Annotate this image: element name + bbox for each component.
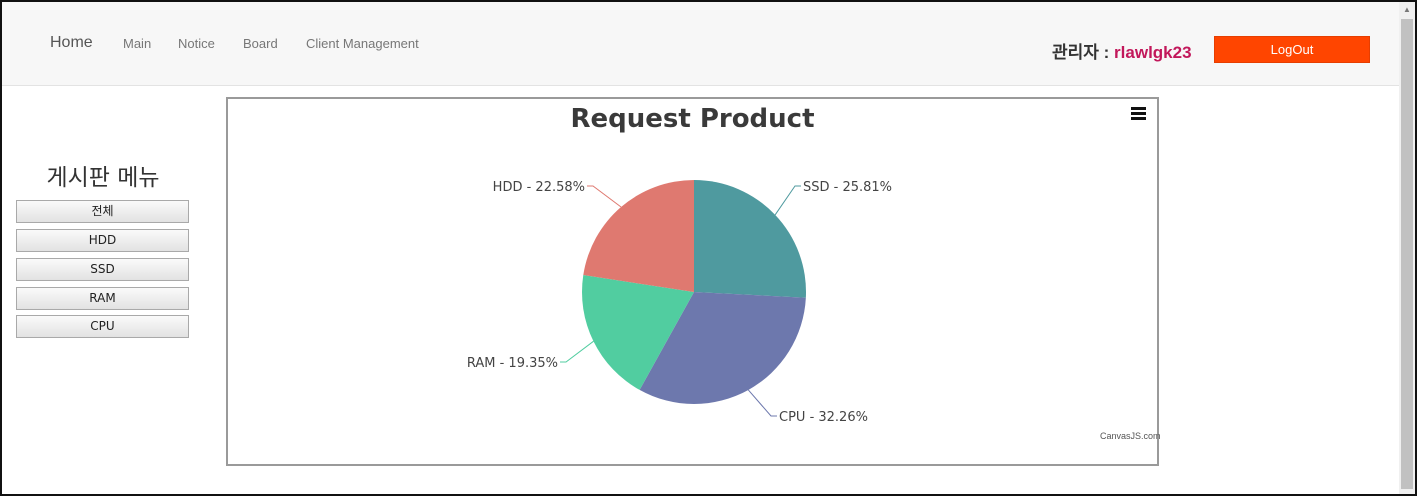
logout-button[interactable]: LogOut xyxy=(1214,36,1370,63)
sidebar-button-ram[interactable]: RAM xyxy=(16,287,189,310)
hamburger-menu-icon[interactable] xyxy=(1131,107,1147,121)
sidebar-title: 게시판 메뉴 xyxy=(46,165,160,191)
pie-slice-hdd[interactable] xyxy=(583,180,694,292)
pie-connector-cpu xyxy=(747,389,777,417)
pie-chart: SSD - 25.81% CPU - 32.26% RAM - 19.35% HDD … xyxy=(467,180,892,425)
pie-label-ram: RAM - 19.35% xyxy=(467,356,558,371)
nav-main-link[interactable]: Main xyxy=(123,36,152,51)
sidebar-button-ssd[interactable]: SSD xyxy=(16,258,189,281)
chart-title: Request Product xyxy=(570,104,815,134)
navbar: Home Main Notice Board Client Management… xyxy=(2,2,1399,86)
pie-connector-hdd xyxy=(587,185,622,208)
scroll-up-arrow-icon[interactable]: ▲ xyxy=(1403,5,1411,14)
pie-label-cpu: CPU - 32.26% xyxy=(779,410,868,425)
role-label: 관리자 : xyxy=(1052,43,1110,62)
pie-label-ssd: SSD - 25.81% xyxy=(803,180,892,195)
sidebar-button-cpu[interactable]: CPU xyxy=(16,315,189,338)
sidebar-button-hdd[interactable]: HDD xyxy=(16,229,189,252)
nav-board-link[interactable]: Board xyxy=(243,36,278,51)
vertical-scrollbar[interactable]: ▲ xyxy=(1399,2,1415,494)
scrollbar-thumb[interactable] xyxy=(1401,19,1413,489)
chart-container: SSD - 25.81% CPU - 32.26% RAM - 19.35% HDD … xyxy=(226,97,1161,466)
nav-notice-link[interactable]: Notice xyxy=(178,36,215,51)
pie-slice-ram[interactable] xyxy=(582,275,694,390)
nav-client-management-link[interactable]: Client Management xyxy=(306,36,419,51)
sidebar-button-all[interactable]: 전체 xyxy=(16,200,189,223)
pie-slice-cpu[interactable] xyxy=(639,292,806,404)
pie-connector-ssd xyxy=(774,185,801,216)
canvasjs-credit[interactable]: CanvasJS.com xyxy=(1100,431,1161,441)
pie-connector-ram xyxy=(560,340,594,363)
username: rlawlgk23 xyxy=(1114,43,1192,62)
nav-home-link[interactable]: Home xyxy=(50,34,93,51)
user-info: 관리자 : rlawlgk23 xyxy=(1052,38,1192,63)
pie-slice-ssd[interactable] xyxy=(694,180,807,298)
pie-label-hdd: HDD - 22.58% xyxy=(493,180,585,195)
